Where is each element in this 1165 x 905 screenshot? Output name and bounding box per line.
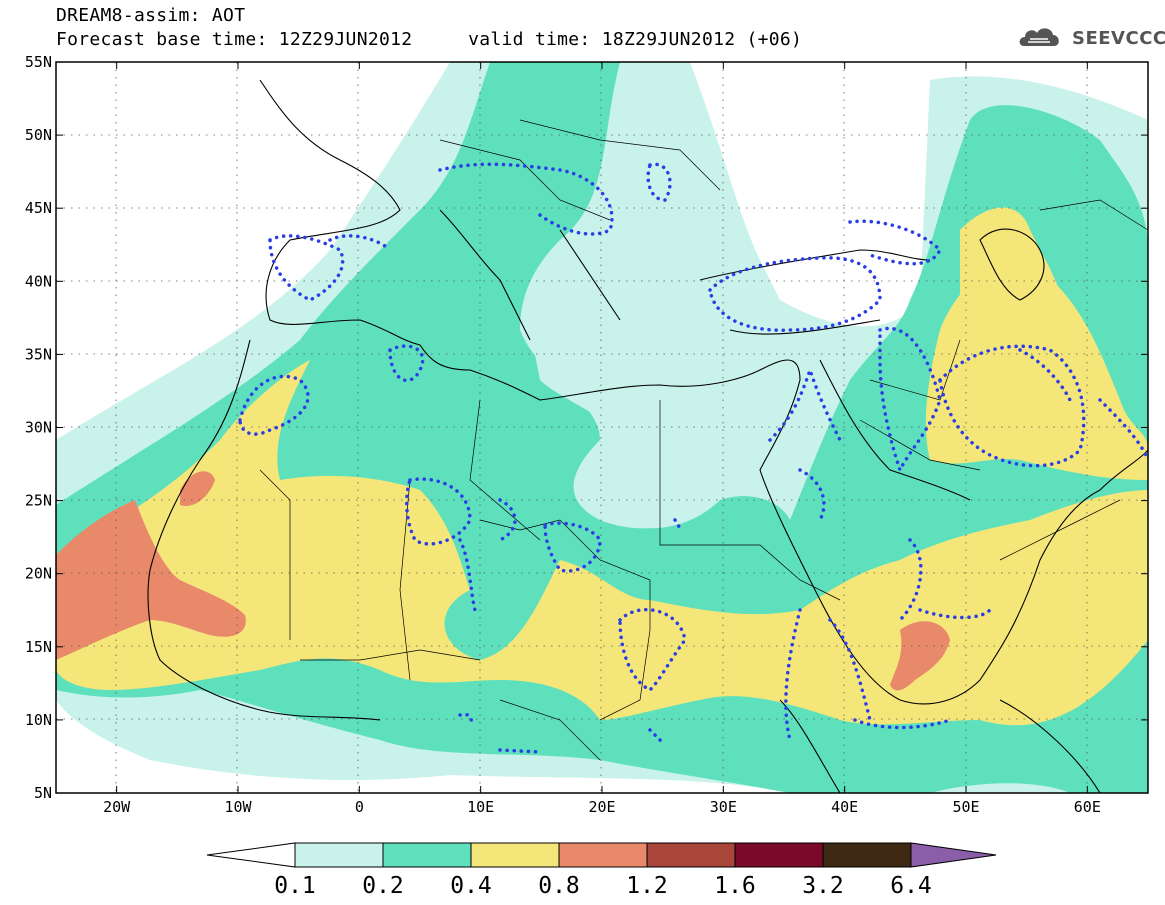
lat-label: 35N: [25, 345, 52, 363]
colorbar-swatch: [822, 842, 912, 868]
map-title: DREAM8-assim: AOT: [56, 5, 246, 26]
colorbar-label: 3.2: [802, 873, 844, 899]
lat-label: 55N: [25, 53, 52, 71]
colorbar-swatch: [734, 842, 824, 868]
logo-text: SEEVCCC: [1072, 28, 1165, 49]
lon-label: 60E: [1074, 798, 1101, 816]
lon-label: 10W: [224, 798, 252, 816]
aot-0.8-patch-yemen: [890, 621, 950, 691]
lat-label: 10N: [25, 711, 52, 729]
aot-0.4-patch-iran: [925, 263, 1148, 480]
colorbar-swatch: [558, 842, 648, 868]
lat-label: 45N: [25, 199, 52, 217]
lon-label: 20E: [588, 798, 615, 816]
assim-contours: [238, 162, 1148, 754]
lat-label: 20N: [25, 565, 52, 583]
colorbar-label: 1.6: [714, 873, 756, 899]
cloud-icon: [1019, 28, 1059, 46]
coastlines: [147, 79, 1148, 793]
colorbar-label: 0.8: [538, 873, 580, 899]
lat-label: 25N: [25, 492, 52, 510]
colorbar-label: 0.1: [274, 873, 316, 899]
aot-0.8-region: [56, 500, 246, 660]
lon-label: 0: [355, 798, 364, 816]
lat-label: 15N: [25, 638, 52, 656]
colorbar-label: 6.4: [890, 873, 932, 899]
aot-0.8-patch-morocco: [180, 471, 215, 506]
lat-label: 40N: [25, 272, 52, 290]
colorbar-label: 0.4: [450, 873, 492, 899]
lon-label: 40E: [831, 798, 858, 816]
forecast-time-line: Forecast base time: 12Z29JUN2012 valid t…: [56, 29, 803, 50]
lat-label: 50N: [25, 126, 52, 144]
lon-label: 10E: [467, 798, 494, 816]
lon-axis: 20W 10W 0 10E 20E 30E 40E 50E 60E: [103, 62, 1101, 816]
lon-label: 50E: [952, 798, 979, 816]
colorbar: 0.1 0.2 0.4 0.8 1.2 1.6 3.2 6.4: [206, 842, 997, 899]
lat-label: 5N: [34, 784, 52, 802]
colorbar-swatch: [646, 842, 736, 868]
colorbar-swatch: [382, 842, 472, 868]
aot-0.4-region: [56, 360, 1148, 726]
colorbar-low-arrow: [206, 842, 296, 868]
colorbar-label: 1.2: [626, 873, 668, 899]
colorbar-swatch: [294, 842, 384, 868]
lon-label: 20W: [103, 798, 131, 816]
colorbar-swatch: [470, 842, 560, 868]
lat-axis: 55N 50N 45N 40N 35N 30N 25N 20N 15N 10N 5N: [25, 53, 1148, 802]
aot-field: [56, 62, 1148, 793]
colorbar-label: 0.2: [362, 873, 404, 899]
lon-label: 30E: [710, 798, 737, 816]
lat-label: 30N: [25, 419, 52, 437]
colorbar-high-arrow: [910, 842, 997, 868]
